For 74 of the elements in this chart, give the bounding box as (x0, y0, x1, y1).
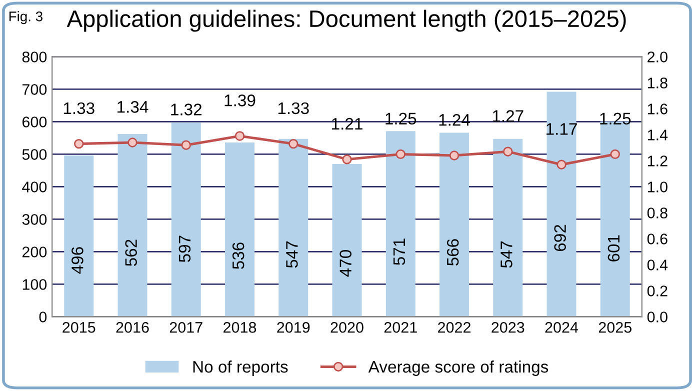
bar (225, 142, 254, 317)
data-label: 547 (500, 241, 512, 268)
data-label: 1.17 (546, 123, 577, 135)
y-tick-label: 600 (22, 116, 47, 128)
data-label: 562 (125, 240, 137, 266)
y-tick-label: 0 (39, 312, 47, 322)
chart-title: Application guidelines: Document length (2015–2025) (66, 10, 626, 32)
point (288, 138, 298, 149)
data-label: 536 (232, 242, 244, 269)
data-label: 597 (178, 236, 191, 262)
point (503, 146, 513, 156)
y-tick-label: 300 (22, 214, 47, 225)
y2-tick-label: 0.6 (647, 234, 668, 244)
y-tick-label: 500 (22, 149, 47, 160)
caption: Fig. 3 (9, 11, 42, 24)
y-tick-label: 700 (22, 84, 47, 95)
y2-tick-label: 1.6 (648, 104, 668, 114)
bar (493, 138, 523, 317)
bar (546, 92, 576, 317)
y2-tick-label: 1.0 (648, 182, 668, 192)
bar (386, 131, 416, 317)
y2-tick-label: 0.2 (647, 286, 668, 296)
data-label: 571 (393, 238, 406, 265)
y-tick-label: 400 (22, 182, 47, 192)
point (610, 149, 620, 160)
y2-tick-label: 0.8 (647, 208, 668, 218)
x-tick-label: 2023 (492, 322, 524, 333)
y2-tick-label: 1.2 (648, 156, 668, 166)
data-label: 547 (286, 241, 298, 268)
point (556, 160, 566, 170)
bar (332, 164, 362, 317)
y-tick-label: 200 (22, 246, 47, 258)
y2-tick-label: 2.0 (648, 52, 668, 62)
x-tick-label: 2016 (116, 322, 149, 333)
point (74, 138, 84, 149)
y-tick-label: 800 (22, 52, 47, 62)
data-label: 566 (446, 239, 459, 266)
x-tick-label: 2015 (62, 322, 96, 333)
legend-label: No of reports (193, 360, 288, 376)
data-label: 1.32 (171, 104, 202, 116)
bar (118, 134, 148, 317)
x-tick-label: 2017 (170, 322, 202, 333)
y-tick-label: 100 (22, 279, 47, 290)
data-label: 1.27 (492, 110, 524, 122)
data-label: 1.33 (64, 102, 94, 114)
point (342, 154, 352, 164)
y2-tick-label: 0.4 (647, 260, 668, 270)
x-tick-label: 2025 (598, 322, 632, 333)
data-label: 1.34 (118, 101, 148, 113)
x-tick-label: 2021 (384, 322, 417, 333)
bar (171, 122, 201, 317)
data-label: 496 (72, 247, 84, 274)
data-label: 1.39 (224, 94, 256, 106)
data-label: 601 (608, 235, 620, 262)
bar (64, 156, 94, 317)
legend-label: Average score of ratings (368, 360, 548, 376)
data-label: 692 (554, 224, 566, 252)
point (396, 149, 406, 160)
x-tick-label: 2019 (277, 322, 310, 333)
x-tick-label: 2022 (438, 322, 470, 333)
y2-tick-label: 1.4 (648, 130, 668, 140)
data-label: 1.33 (278, 102, 309, 114)
y2-tick-label: 0.0 (647, 312, 668, 322)
data-label: 470 (340, 250, 352, 277)
x-tick-label: 2020 (330, 322, 364, 333)
point (234, 131, 245, 141)
y2-tick-label: 1.8 (648, 78, 668, 88)
bar (440, 132, 469, 317)
x-tick-label: 2024 (545, 322, 578, 333)
bar (278, 138, 308, 317)
point (181, 140, 191, 150)
point (128, 138, 138, 148)
point (449, 150, 460, 160)
x-tick-label: 2018 (224, 322, 256, 333)
